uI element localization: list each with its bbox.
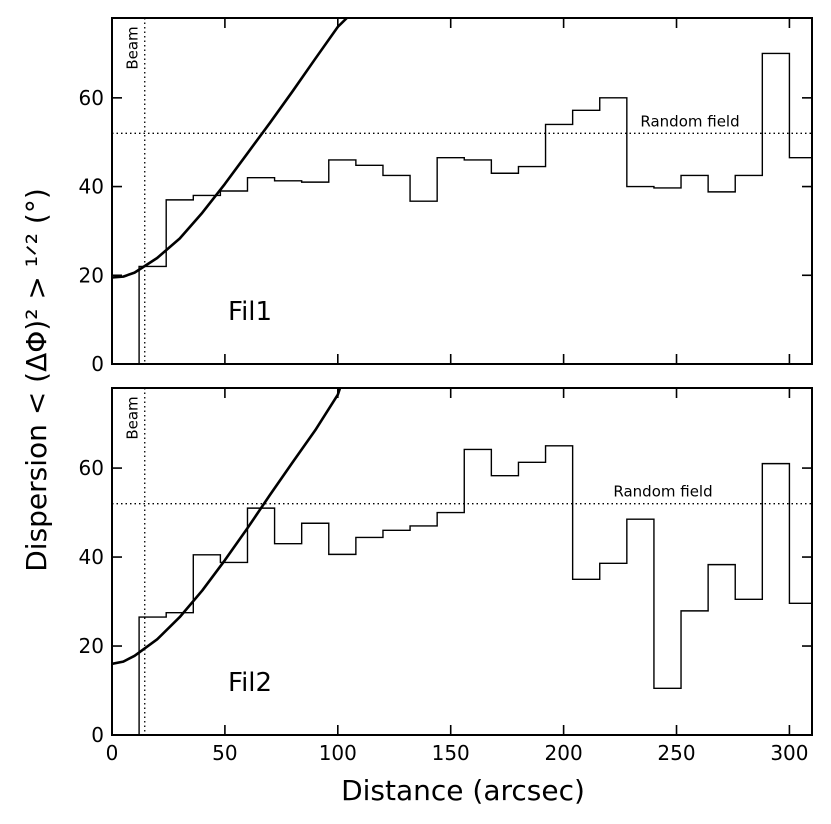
- beam-label: Beam: [124, 396, 142, 439]
- y-tick-label: 40: [79, 175, 104, 199]
- panel-fil2: Random field Beam 0 50 100 150 200 250 300 0 20 40 6…: [79, 387, 813, 765]
- x-tick-label: 300: [770, 741, 808, 765]
- y-tick-label: 60: [79, 86, 104, 110]
- beam-label: Beam: [124, 26, 142, 69]
- model-curve: [112, 18, 348, 279]
- x-tick-label: 50: [212, 741, 237, 765]
- panel-fil1: Random field Beam 0 20 40 60 Fil1: [79, 17, 813, 376]
- x-tick-label: 250: [657, 741, 695, 765]
- y-tick-label: 60: [79, 456, 104, 480]
- plot-frame: [111, 17, 813, 365]
- panel-label: Fil2: [228, 668, 272, 698]
- y-tick-label: 0: [91, 352, 104, 376]
- x-tick-label: 200: [545, 741, 583, 765]
- x-tick-label: 0: [106, 741, 119, 765]
- random-field-label: Random field: [640, 112, 739, 130]
- panel-label: Fil1: [228, 297, 272, 327]
- x-tick-label: 150: [432, 741, 470, 765]
- dispersion-histogram: [138, 52, 812, 364]
- dispersion-histogram: [138, 445, 812, 735]
- y-tick-label: 40: [79, 545, 104, 569]
- x-axis-title: Distance (arcsec): [341, 774, 585, 807]
- y-tick-label: 20: [79, 634, 104, 658]
- y-tick-label: 20: [79, 263, 104, 287]
- model-curve: [112, 388, 342, 666]
- plot-frame: [111, 387, 813, 736]
- y-tick-label: 0: [91, 723, 104, 747]
- x-tick-label: 100: [319, 741, 357, 765]
- y-axis-title: Dispersion < (ΔΦ)² > ¹ᐟ² (°): [20, 188, 53, 572]
- random-field-label: Random field: [613, 483, 712, 501]
